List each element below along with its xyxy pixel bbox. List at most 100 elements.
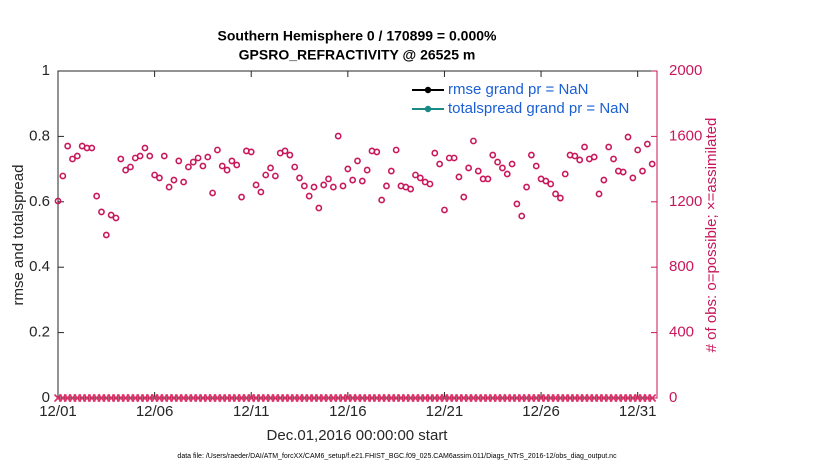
- possible-marker: [228, 157, 236, 165]
- possible-marker: [218, 162, 226, 170]
- possible-marker: [247, 148, 255, 156]
- y2-tick-label: 1600: [669, 127, 702, 144]
- possible-marker: [209, 189, 216, 197]
- possible-marker: [305, 192, 313, 200]
- possible-marker: [175, 157, 183, 165]
- assimilated-marker: [648, 393, 657, 403]
- possible-marker: [595, 190, 603, 198]
- possible-marker: [344, 165, 352, 173]
- possible-marker: [431, 149, 439, 157]
- possible-marker: [69, 155, 76, 163]
- possible-marker: [590, 153, 598, 161]
- possible-marker: [499, 164, 506, 172]
- possible-marker: [470, 137, 477, 145]
- possible-marker: [561, 170, 569, 178]
- possible-marker: [223, 166, 231, 174]
- possible-marker: [141, 144, 149, 152]
- possible-marker: [494, 158, 501, 166]
- y2-tick-label: 2000: [669, 62, 702, 79]
- y2-tick-label: 400: [669, 324, 694, 341]
- chart-subtitle: GPSRO_REFRACTIVITY @ 26525 m: [239, 47, 476, 63]
- possible-marker: [189, 158, 197, 166]
- possible-marker: [619, 168, 627, 176]
- possible-marker: [320, 181, 328, 189]
- possible-marker: [59, 172, 67, 180]
- possible-marker: [441, 206, 448, 214]
- possible-marker: [513, 200, 521, 208]
- possible-marker: [349, 176, 357, 184]
- possible-marker: [416, 174, 424, 182]
- y-tick-label: 0.6: [29, 193, 50, 210]
- possible-marker: [170, 176, 178, 184]
- possible-marker: [489, 151, 497, 159]
- possible-marker: [339, 182, 347, 190]
- possible-marker: [547, 180, 555, 188]
- possible-marker: [117, 155, 125, 163]
- possible-marker: [214, 146, 221, 154]
- y-tick-label: 0.4: [29, 258, 50, 275]
- possible-marker: [165, 183, 173, 191]
- possible-marker: [542, 177, 550, 185]
- x-tick-label: 12/11: [233, 403, 269, 420]
- possible-marker: [532, 162, 540, 170]
- possible-marker: [624, 133, 632, 141]
- possible-marker: [474, 167, 482, 175]
- possible-marker: [54, 197, 62, 205]
- possible-marker: [643, 140, 651, 148]
- chart-title: Southern Hemisphere 0 / 170899 = 0.000%: [218, 28, 498, 44]
- possible-marker: [358, 177, 366, 185]
- possible-marker: [581, 143, 588, 151]
- possible-marker: [450, 154, 458, 162]
- x-tick-label: 12/21: [426, 403, 464, 420]
- possible-marker: [122, 166, 130, 174]
- possible-marker: [383, 182, 390, 190]
- x-tick-label: 12/01: [39, 403, 77, 420]
- possible-marker: [518, 212, 526, 220]
- x-axis-label: Dec.01,2016 00:00:00 start: [267, 427, 449, 444]
- possible-marker: [281, 147, 289, 155]
- x-tick-label: 12/16: [329, 403, 367, 420]
- y2-tick-label: 0: [669, 389, 677, 406]
- possible-marker: [199, 162, 207, 170]
- possible-marker: [387, 167, 395, 175]
- plot-area: [57, 70, 658, 399]
- y-tick-label: 0.8: [29, 127, 50, 144]
- legend-dot: [424, 86, 432, 94]
- possible-marker: [610, 155, 617, 163]
- y-tick-label: 1: [42, 62, 50, 79]
- possible-marker: [127, 163, 134, 171]
- x-tick-label: 12/31: [619, 403, 657, 420]
- possible-marker: [639, 167, 646, 175]
- possible-marker: [88, 144, 96, 152]
- possible-marker: [426, 180, 434, 188]
- legend-label: rmse grand pr = NaN: [448, 81, 588, 98]
- possible-marker: [329, 183, 337, 191]
- possible-marker: [180, 178, 187, 186]
- possible-marker: [98, 208, 105, 216]
- possible-marker: [151, 171, 159, 179]
- possible-marker: [300, 182, 308, 190]
- possible-marker: [460, 193, 468, 201]
- y-tick-label: 0: [42, 389, 50, 406]
- possible-marker: [107, 211, 115, 219]
- possible-marker: [528, 151, 535, 159]
- possible-marker: [102, 231, 110, 239]
- possible-marker: [629, 174, 637, 182]
- legend-box: [408, 80, 652, 120]
- possible-marker: [291, 163, 299, 171]
- x-tick-label: 12/06: [136, 403, 174, 420]
- possible-marker: [310, 183, 318, 191]
- possible-marker: [465, 164, 473, 172]
- possible-marker: [325, 175, 332, 183]
- possible-marker: [93, 192, 101, 200]
- possible-marker: [252, 181, 260, 189]
- possible-marker: [503, 170, 511, 178]
- possible-marker: [552, 190, 559, 198]
- possible-marker: [296, 174, 303, 182]
- possible-marker: [262, 171, 270, 179]
- possible-marker: [648, 160, 656, 168]
- possible-marker: [556, 194, 564, 202]
- footnote: data file: /Users/raeder/DAI/ATM_forcXX/…: [177, 453, 617, 460]
- possible-marker: [204, 153, 212, 161]
- possible-marker: [146, 152, 154, 160]
